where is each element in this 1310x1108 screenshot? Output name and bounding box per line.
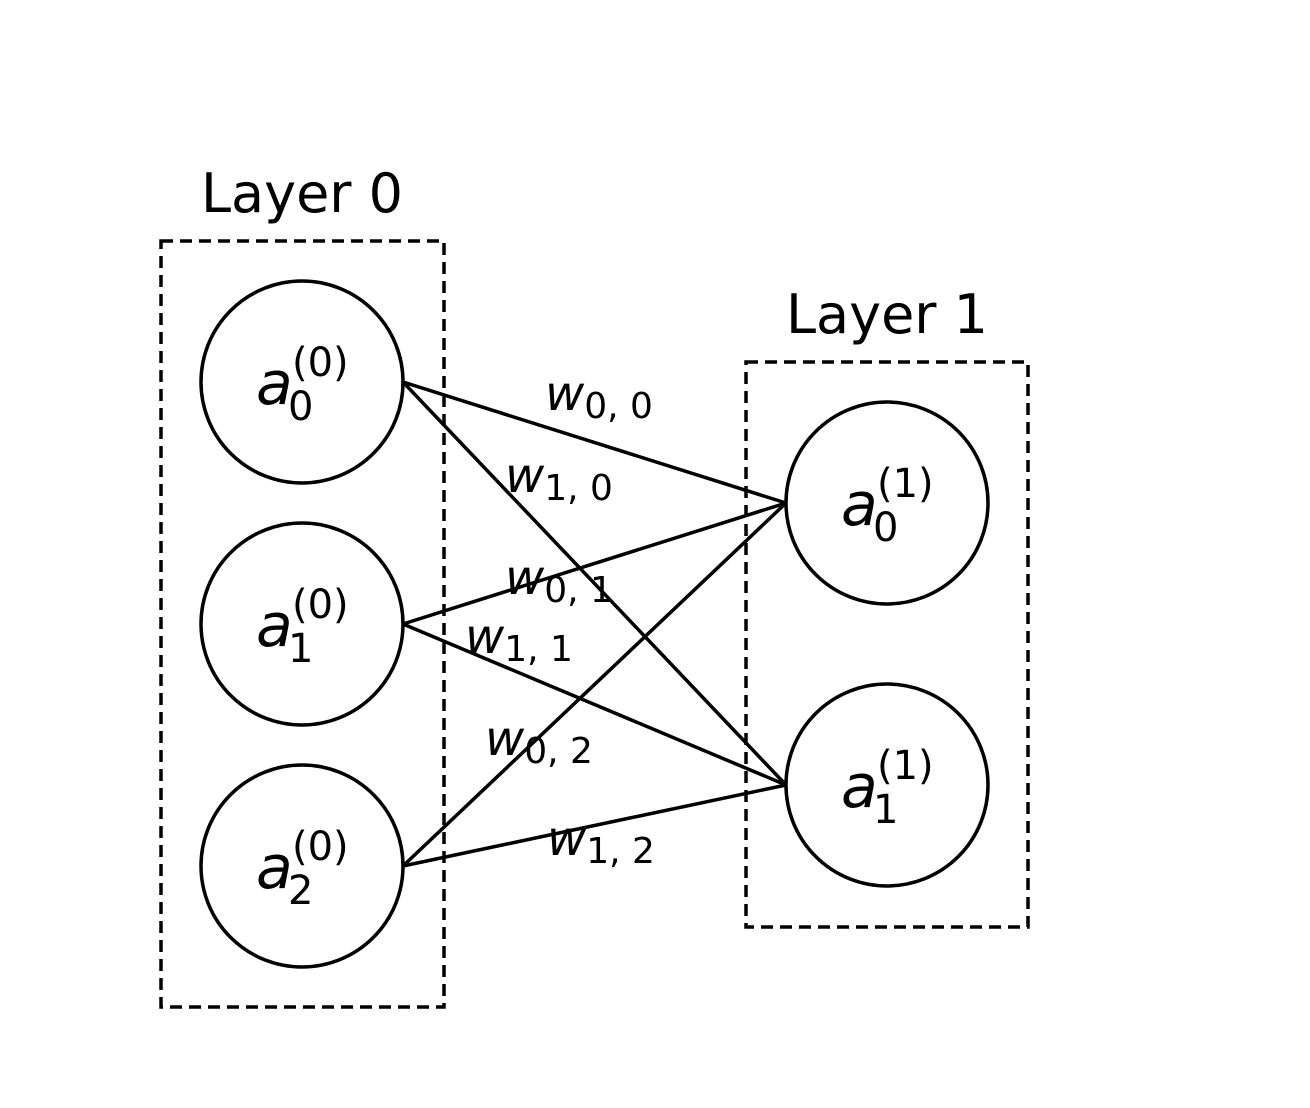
neuron-circle bbox=[199, 279, 405, 485]
weight-label-1-1: w1, 1 bbox=[465, 609, 573, 670]
layer-0-group: Layer 0 bbox=[159, 162, 446, 1009]
edge-2-0 bbox=[401, 501, 788, 868]
neuron-label: a1(0) bbox=[256, 582, 349, 672]
weight-label-base: w bbox=[505, 550, 545, 606]
neuron-label-base: a bbox=[256, 833, 293, 903]
neuron-label-sub: 0 bbox=[873, 505, 898, 551]
neuron-label-sup: (0) bbox=[292, 824, 349, 870]
layer-1-title: Layer 1 bbox=[786, 283, 988, 346]
neuron-label-sup: (1) bbox=[877, 461, 934, 507]
weight-label-base: w bbox=[485, 711, 525, 767]
weight-label-2-0: w0, 2 bbox=[485, 711, 593, 772]
neuron-label-sub: 0 bbox=[288, 384, 313, 430]
neuron-label-sub: 2 bbox=[288, 868, 313, 914]
neuron-0-2: a2(0) bbox=[199, 763, 405, 969]
weight-label-sub: 1, 2 bbox=[586, 831, 655, 872]
neuron-label: a2(0) bbox=[256, 824, 349, 914]
neuron-label-base: a bbox=[256, 349, 293, 419]
weight-label-sub: 0, 1 bbox=[544, 570, 613, 611]
edge-0-0 bbox=[402, 380, 787, 505]
edge-1-0 bbox=[402, 501, 787, 626]
neuron-label: a1(1) bbox=[841, 743, 934, 833]
neuron-1-0: a0(1) bbox=[784, 400, 990, 606]
neuron-label: a0(1) bbox=[841, 461, 934, 551]
neuron-label-base: a bbox=[841, 470, 878, 540]
weight-label-sub: 0, 0 bbox=[584, 386, 653, 427]
weight-label-2-1: w1, 2 bbox=[547, 811, 655, 872]
neuron-0-0: a0(0) bbox=[199, 279, 405, 485]
neuron-label: a0(0) bbox=[256, 340, 349, 430]
neuron-label-sup: (0) bbox=[292, 340, 349, 386]
weight-label-base: w bbox=[547, 811, 587, 867]
neuron-circle bbox=[784, 400, 990, 606]
neuron-label-sup: (0) bbox=[292, 582, 349, 628]
layer-1-box bbox=[744, 360, 1030, 929]
neuron-label-sub: 1 bbox=[288, 626, 313, 672]
layer-0-title: Layer 0 bbox=[201, 162, 403, 225]
neuron-label-base: a bbox=[841, 752, 878, 822]
weight-label-0-0: w0, 0 bbox=[545, 366, 653, 427]
neurons: a0(0)a1(0)a2(0)a0(1)a1(1) bbox=[199, 279, 990, 969]
neuron-label-sub: 1 bbox=[873, 787, 898, 833]
layer-0-box bbox=[159, 239, 446, 1009]
weight-label-base: w bbox=[545, 366, 585, 422]
neuron-label-base: a bbox=[256, 591, 293, 661]
weight-label-sub: 0, 2 bbox=[524, 731, 593, 772]
connections bbox=[401, 380, 788, 868]
weight-label-sub: 1, 1 bbox=[504, 629, 573, 670]
weight-label-0-1: w1, 0 bbox=[505, 448, 613, 509]
neuron-circle bbox=[199, 521, 405, 727]
weight-label-sub: 1, 0 bbox=[544, 468, 613, 509]
neuron-0-1: a1(0) bbox=[199, 521, 405, 727]
weight-label-base: w bbox=[465, 609, 505, 665]
edge-2-1 bbox=[402, 783, 787, 868]
layer-1-group: Layer 1 bbox=[744, 283, 1030, 929]
neuron-circle bbox=[199, 763, 405, 969]
neuron-1-1: a1(1) bbox=[784, 682, 990, 888]
weight-label-base: w bbox=[505, 448, 545, 504]
weight-label-1-0: w0, 1 bbox=[505, 550, 613, 611]
edge-0-1 bbox=[401, 380, 788, 787]
weight-labels: w0, 0w1, 0w0, 1w1, 1w0, 2w1, 2 bbox=[465, 366, 655, 872]
edge-1-1 bbox=[402, 622, 787, 787]
neuron-label-sup: (1) bbox=[877, 743, 934, 789]
neuron-circle bbox=[784, 682, 990, 888]
